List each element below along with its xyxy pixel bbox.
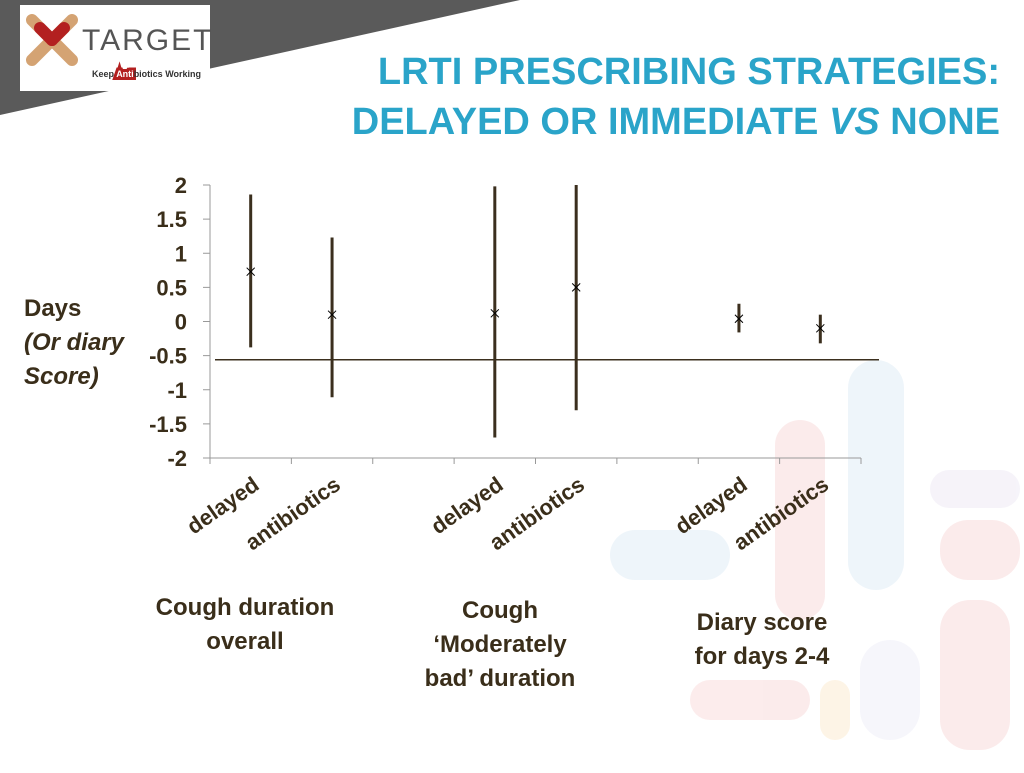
logo-tagline: Keep Antibiotics Working — [92, 69, 201, 79]
point-estimate — [246, 267, 256, 277]
y-label: (Or diary — [24, 329, 126, 356]
group-label: bad’ duration — [425, 665, 576, 692]
logo-mark — [26, 14, 78, 66]
group-label: overall — [206, 628, 283, 655]
group-label: ‘Moderately — [433, 631, 567, 658]
y-tick-label: -2 — [167, 446, 187, 471]
group-label: for days 2-4 — [695, 643, 830, 670]
y-tick-label: 0 — [175, 310, 187, 335]
background-pills — [610, 360, 1020, 750]
tag-keep: Keep — [92, 69, 115, 79]
y-tick-label: 0.5 — [156, 275, 187, 300]
y-tick-label: -1.5 — [149, 412, 187, 437]
point-estimate — [327, 310, 337, 320]
y-tick-label: -0.5 — [149, 344, 187, 369]
y-tick-label: -1 — [167, 378, 187, 403]
point-estimate — [571, 283, 581, 292]
title-line-2: DELAYED OR IMMEDIATE VS NONE — [352, 101, 1000, 143]
tag-anti: Anti — [116, 69, 134, 79]
point-estimate — [815, 323, 825, 333]
y-label: Days — [24, 295, 81, 322]
title-vs: VS — [829, 101, 880, 143]
logo-name: TARGET — [82, 24, 213, 57]
y-tick-label: 1 — [175, 241, 187, 266]
point-estimate — [734, 314, 744, 324]
y-tick-label: 1.5 — [156, 207, 187, 232]
y-tick-label: 2 — [175, 173, 187, 198]
title-part: DELAYED OR IMMEDIATE — [352, 101, 819, 143]
y-label: Score) — [24, 363, 99, 390]
title-part: NONE — [890, 101, 1000, 143]
group-label: Cough — [462, 597, 538, 624]
group-label: Cough duration — [156, 594, 335, 621]
group-label: Diary score — [697, 609, 828, 636]
point-estimate — [490, 308, 500, 318]
tag-working: Working — [165, 69, 201, 79]
tag-biotics: biotics — [134, 69, 163, 79]
title-line-1: LRTI PRESCRIBING STRATEGIES: — [378, 51, 1000, 93]
